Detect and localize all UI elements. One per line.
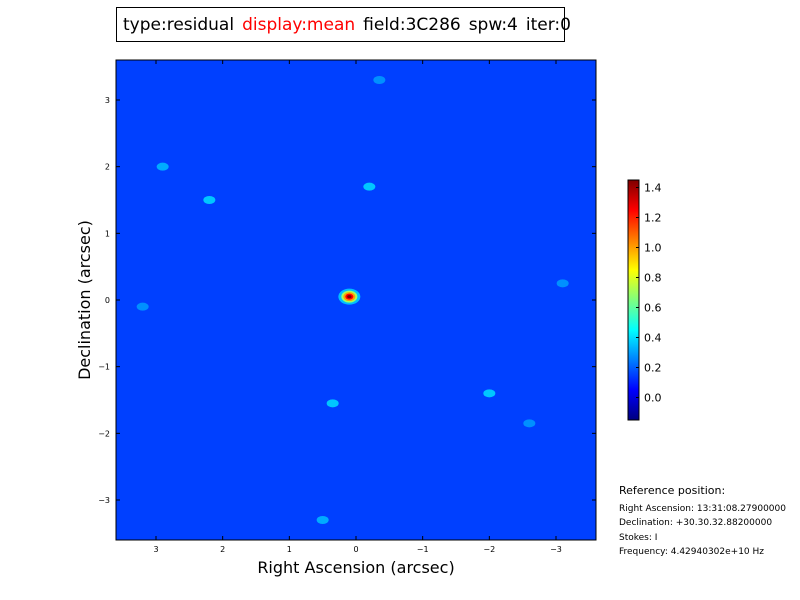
x-axis-label: Right Ascension (arcsec) bbox=[257, 558, 454, 577]
y-tick-label: −3 bbox=[98, 496, 110, 505]
colorbar-tick-label: 1.2 bbox=[644, 212, 662, 225]
heatmap-feature bbox=[373, 76, 386, 84]
reference-title: Reference position: bbox=[619, 484, 726, 497]
reference-ra: Right Ascension: 13:31:08.27900000 bbox=[619, 503, 786, 514]
colorbar-tick-label: 0.2 bbox=[644, 362, 662, 375]
header-field: field:3C286 bbox=[363, 14, 461, 35]
colorbar-tick-label: 0.0 bbox=[644, 392, 662, 405]
y-axis-label: Declination (arcsec) bbox=[75, 220, 94, 380]
heatmap-feature bbox=[156, 162, 169, 171]
heatmap-feature bbox=[363, 182, 376, 191]
y-tick-label: −2 bbox=[98, 429, 110, 438]
reference-stokes: Stokes: I bbox=[619, 532, 658, 543]
x-tick-label: −3 bbox=[550, 545, 562, 554]
reference-dec: Declination: +30.30.32.88200000 bbox=[619, 518, 773, 528]
y-tick-label: 1 bbox=[105, 229, 110, 238]
y-tick-label: −1 bbox=[98, 363, 110, 372]
reference-position: Reference position: Right Ascension: 13:… bbox=[619, 484, 786, 560]
x-tick-label: −2 bbox=[483, 545, 495, 554]
x-tick-label: 1 bbox=[287, 545, 292, 554]
x-tick-label: 3 bbox=[153, 545, 158, 554]
y-tick-label: 3 bbox=[105, 96, 110, 105]
heatmap-feature bbox=[203, 196, 216, 204]
reference-frequency: Frequency: 4.42940302e+10 Hz bbox=[619, 547, 765, 557]
heatmap-feature bbox=[316, 516, 329, 524]
x-tick-label: −1 bbox=[417, 545, 429, 554]
y-tick-label: 0 bbox=[105, 296, 110, 305]
header-spw: spw:4 bbox=[468, 14, 518, 35]
colorbar-ticks: 0.0 0.2 0.4 0.6 0.8 1.0 1.2 1.4 bbox=[636, 182, 662, 405]
heatmap-feature bbox=[523, 419, 536, 428]
colorbar bbox=[627, 179, 640, 421]
colorbar-tick-label: 1.0 bbox=[644, 242, 662, 255]
heatmap-feature bbox=[556, 279, 569, 288]
x-tick-label: 0 bbox=[353, 545, 358, 554]
header-iter: iter:0 bbox=[525, 14, 571, 35]
colorbar-tick-label: 0.6 bbox=[644, 302, 662, 315]
heatmap-feature bbox=[483, 389, 496, 398]
plot-header: type:residual display:mean field:3C286 s… bbox=[116, 7, 571, 42]
y-axis: 3 2 1 0 −1 −2 −3 bbox=[98, 96, 596, 505]
y-tick-label: 2 bbox=[105, 163, 110, 172]
header-display: display:mean bbox=[242, 14, 356, 35]
heatmap-feature bbox=[136, 302, 149, 311]
colorbar-tick-label: 1.4 bbox=[644, 182, 662, 195]
heatmap-feature bbox=[326, 399, 339, 408]
heatmap-image bbox=[116, 60, 596, 540]
colorbar-tick-label: 0.4 bbox=[644, 332, 662, 345]
colorbar-tick-label: 0.8 bbox=[644, 272, 662, 285]
x-tick-label: 2 bbox=[220, 545, 225, 554]
header-type: type:residual bbox=[123, 14, 235, 35]
x-axis: 3 2 1 0 −1 −2 −3 bbox=[153, 60, 562, 554]
heatmap-peak bbox=[347, 295, 352, 299]
